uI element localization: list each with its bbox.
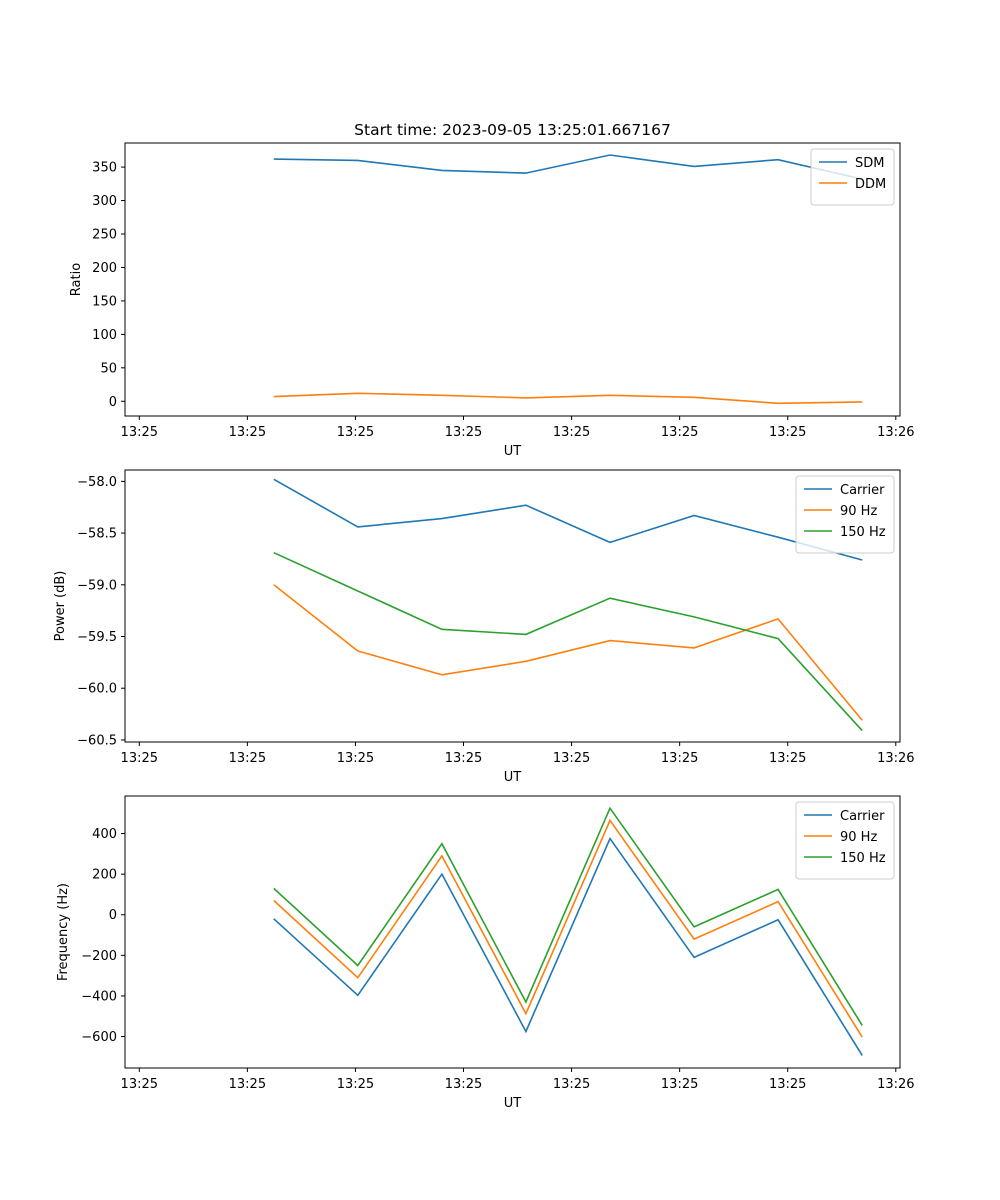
- y-tick-label: 200: [92, 868, 117, 883]
- x-tick-label: 13:25: [553, 1077, 590, 1092]
- x-tick-label: 13:26: [877, 751, 914, 766]
- x-tick-label: 13:25: [229, 425, 266, 440]
- x-tick-label: 13:25: [553, 751, 590, 766]
- y-tick-label: −600: [81, 1030, 117, 1045]
- axes-frame: [124, 795, 901, 1069]
- x-tick-label: 13:25: [229, 751, 266, 766]
- x-tick-label: 13:25: [121, 425, 158, 440]
- x-tick-label: 13:25: [337, 425, 374, 440]
- x-tick-label: 13:25: [445, 425, 482, 440]
- x-tick-label: 13:25: [337, 751, 374, 766]
- chart-panel-1: 13:25 13:25 13:25 13:25 13:25 13:25 13:25 13:26…: [69, 121, 915, 459]
- legend-box: [795, 475, 895, 554]
- series-line-90-hz: [273, 818, 863, 1038]
- series-line-150-hz: [273, 551, 863, 732]
- y-tick-label: −200: [81, 949, 117, 964]
- y-tick-label: 350: [92, 161, 117, 176]
- axes-frame: [124, 142, 901, 417]
- x-axis-label: UT: [504, 770, 522, 785]
- y-tick-label: −59.5: [77, 630, 117, 645]
- x-tick-label: 13:25: [769, 425, 806, 440]
- x-tick-label: 13:25: [445, 1077, 482, 1092]
- x-tick-label: 13:25: [337, 1077, 374, 1092]
- y-tick-label: −58.0: [77, 475, 117, 490]
- y-tick-label: 50: [100, 361, 117, 376]
- x-tick-label: 13:25: [661, 751, 698, 766]
- chart-panel-3: 13:25 13:25 13:25 13:25 13:25 13:25 13:25 13:26…: [56, 795, 915, 1111]
- y-tick-label: 300: [92, 194, 117, 209]
- chart-panel-2: 13:25 13:25 13:25 13:25 13:25 13:25 13:25 13:26…: [53, 469, 915, 785]
- axes-frame: [124, 469, 901, 743]
- y-tick-label: −400: [81, 989, 117, 1004]
- x-tick-label: 13:25: [661, 1077, 698, 1092]
- x-tick-label: 13:25: [553, 425, 590, 440]
- legend-box: [810, 148, 895, 206]
- y-tick-label: 0: [109, 395, 117, 410]
- y-tick-label: 200: [92, 261, 117, 276]
- y-tick-label: 250: [92, 228, 117, 243]
- series-line-carrier: [273, 836, 863, 1056]
- series-line-sdm: [273, 154, 863, 180]
- x-tick-label: 13:26: [877, 425, 914, 440]
- x-tick-label: 13:25: [229, 1077, 266, 1092]
- y-tick-label: 0: [109, 908, 117, 923]
- legend-label: Carrier: [840, 483, 885, 498]
- legend-label: DDM: [855, 177, 886, 192]
- legend: Carrier 90 Hz 150 Hz: [795, 801, 895, 880]
- x-tick-label: 13:26: [877, 1077, 914, 1092]
- x-tick-label: 13:25: [121, 1077, 158, 1092]
- y-axis-label: Ratio: [69, 263, 84, 296]
- x-tick-label: 13:25: [661, 425, 698, 440]
- y-tick-label: −58.5: [77, 527, 117, 542]
- legend-label: 150 Hz: [840, 851, 886, 866]
- legend-box: [795, 801, 895, 880]
- x-tick-label: 13:25: [769, 1077, 806, 1092]
- y-tick-label: 150: [92, 294, 117, 309]
- legend-label: SDM: [855, 156, 884, 171]
- y-tick-label: 400: [92, 827, 117, 842]
- chart-title: Start time: 2023-09-05 13:25:01.667167: [354, 121, 671, 139]
- y-tick-label: −60.5: [77, 733, 117, 748]
- legend-label: 150 Hz: [840, 525, 886, 540]
- x-axis-label: UT: [504, 1096, 522, 1111]
- series-line-150-hz: [273, 806, 863, 1026]
- x-tick-label: 13:25: [121, 751, 158, 766]
- series-line-carrier: [273, 478, 863, 561]
- legend: Carrier 90 Hz 150 Hz: [795, 475, 895, 554]
- legend-label: 90 Hz: [840, 504, 877, 519]
- series-line-ddm: [273, 392, 863, 405]
- legend: SDM DDM: [810, 148, 895, 206]
- y-axis-label: Power (dB): [53, 571, 68, 642]
- y-tick-label: −60.0: [77, 682, 117, 697]
- x-tick-label: 13:25: [445, 751, 482, 766]
- x-axis-label: UT: [504, 444, 522, 459]
- legend-label: Carrier: [840, 809, 885, 824]
- y-tick-label: 100: [92, 328, 117, 343]
- series-line-90-hz: [273, 584, 863, 721]
- y-axis-label: Frequency (Hz): [56, 883, 71, 981]
- legend-label: 90 Hz: [840, 830, 877, 845]
- x-tick-label: 13:25: [769, 751, 806, 766]
- y-tick-label: −59.0: [77, 578, 117, 593]
